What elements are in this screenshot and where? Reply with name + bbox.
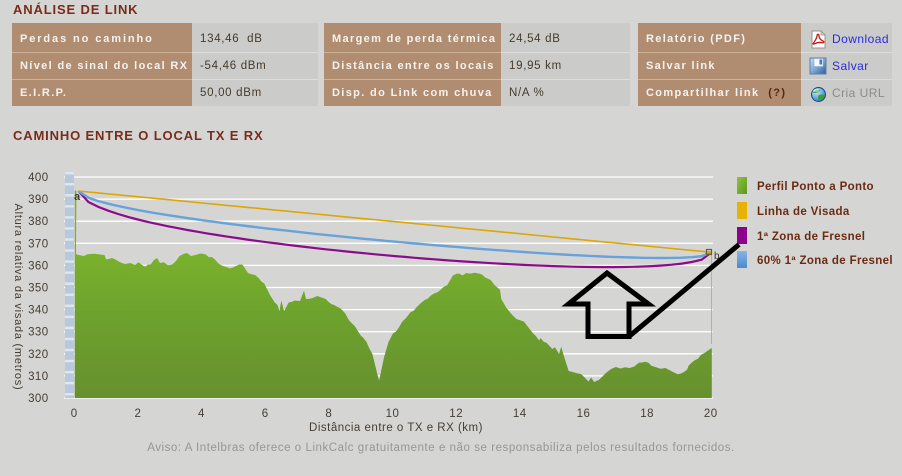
svg-text:18: 18 [640, 408, 654, 420]
svg-text:370: 370 [28, 238, 48, 250]
svg-text:60% 1ª Zona de Fresnel: 60% 1ª Zona de Fresnel [757, 255, 893, 267]
svg-text:16: 16 [577, 408, 591, 420]
svg-text:20: 20 [704, 408, 718, 420]
svg-text:340: 340 [28, 305, 48, 317]
svg-text:b: b [714, 251, 720, 262]
svg-text:8: 8 [325, 408, 332, 420]
svg-text:12: 12 [449, 408, 463, 420]
svg-text:0: 0 [71, 408, 78, 420]
svg-text:Altura relativa da visada (met: Altura relativa da visada (metros) [12, 204, 24, 391]
svg-text:4: 4 [198, 408, 205, 420]
svg-text:a: a [74, 191, 81, 203]
svg-text:320: 320 [28, 349, 48, 361]
svg-text:Aviso: A Intelbras oferece o L: Aviso: A Intelbras oferece o LinkCalc gr… [147, 442, 735, 454]
svg-text:300: 300 [28, 393, 48, 405]
svg-text:330: 330 [28, 327, 48, 339]
svg-text:6: 6 [262, 408, 269, 420]
svg-text:Linha de Visada: Linha de Visada [757, 206, 850, 218]
svg-text:400: 400 [28, 172, 48, 184]
svg-text:350: 350 [28, 283, 48, 295]
svg-text:360: 360 [28, 260, 48, 272]
svg-text:Perfil Ponto a Ponto: Perfil Ponto a Ponto [757, 181, 874, 193]
svg-text:390: 390 [28, 194, 48, 206]
svg-text:14: 14 [513, 408, 527, 420]
svg-text:2: 2 [134, 408, 141, 420]
svg-text:380: 380 [28, 216, 48, 228]
svg-text:Distância entre o TX e RX (km): Distância entre o TX e RX (km) [309, 422, 483, 434]
svg-text:1ª Zona de Fresnel: 1ª Zona de Fresnel [757, 231, 865, 243]
svg-text:10: 10 [386, 408, 400, 420]
svg-text:310: 310 [28, 371, 48, 383]
